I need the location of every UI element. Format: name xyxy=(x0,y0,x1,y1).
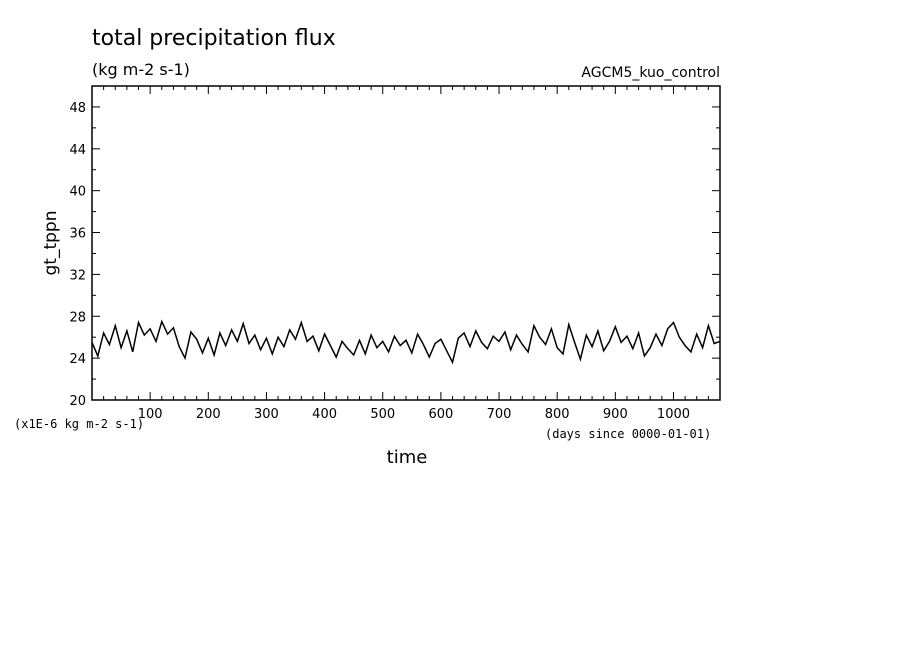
x-tick-label: 200 xyxy=(196,407,221,422)
plot-frame xyxy=(91,85,721,401)
units-label: (kg m-2 s-1) xyxy=(92,60,190,79)
x-tick-label: 500 xyxy=(370,407,395,422)
x-tick-label: 400 xyxy=(312,407,337,422)
x-units-note: (days since 0000-01-01) xyxy=(545,427,711,441)
y-tick-label: 48 xyxy=(69,101,86,116)
chart-title: total precipitation flux xyxy=(92,26,336,51)
y-tick-label: 24 xyxy=(69,352,86,367)
y-units-note: (x1E-6 kg m-2 s-1) xyxy=(14,417,144,431)
y-tick-label: 28 xyxy=(69,310,86,325)
y-tick-label: 40 xyxy=(69,185,86,200)
x-tick-label: 100 xyxy=(138,407,163,422)
axis-tick-labels: 100 200 300 400 500 600 700 800 900 1000 20 24 28 32 3… xyxy=(69,101,690,422)
x-tick-label: 900 xyxy=(603,407,628,422)
y-tick-label: 44 xyxy=(69,143,86,158)
series-line xyxy=(91,319,721,365)
x-axis-label: time xyxy=(387,447,428,468)
x-tick-label: 1000 xyxy=(657,407,690,422)
experiment-label: AGCM5_kuo_control xyxy=(581,65,720,81)
x-tick-label: 700 xyxy=(487,407,512,422)
y-tick-label: 20 xyxy=(69,394,86,409)
y-tick-label: 36 xyxy=(69,227,86,242)
x-tick-label: 800 xyxy=(545,407,570,422)
x-tick-label: 600 xyxy=(428,407,453,422)
x-tick-label: 300 xyxy=(254,407,279,422)
y-axis-label: gt_tppn xyxy=(41,211,61,276)
y-tick-label: 32 xyxy=(69,268,86,283)
